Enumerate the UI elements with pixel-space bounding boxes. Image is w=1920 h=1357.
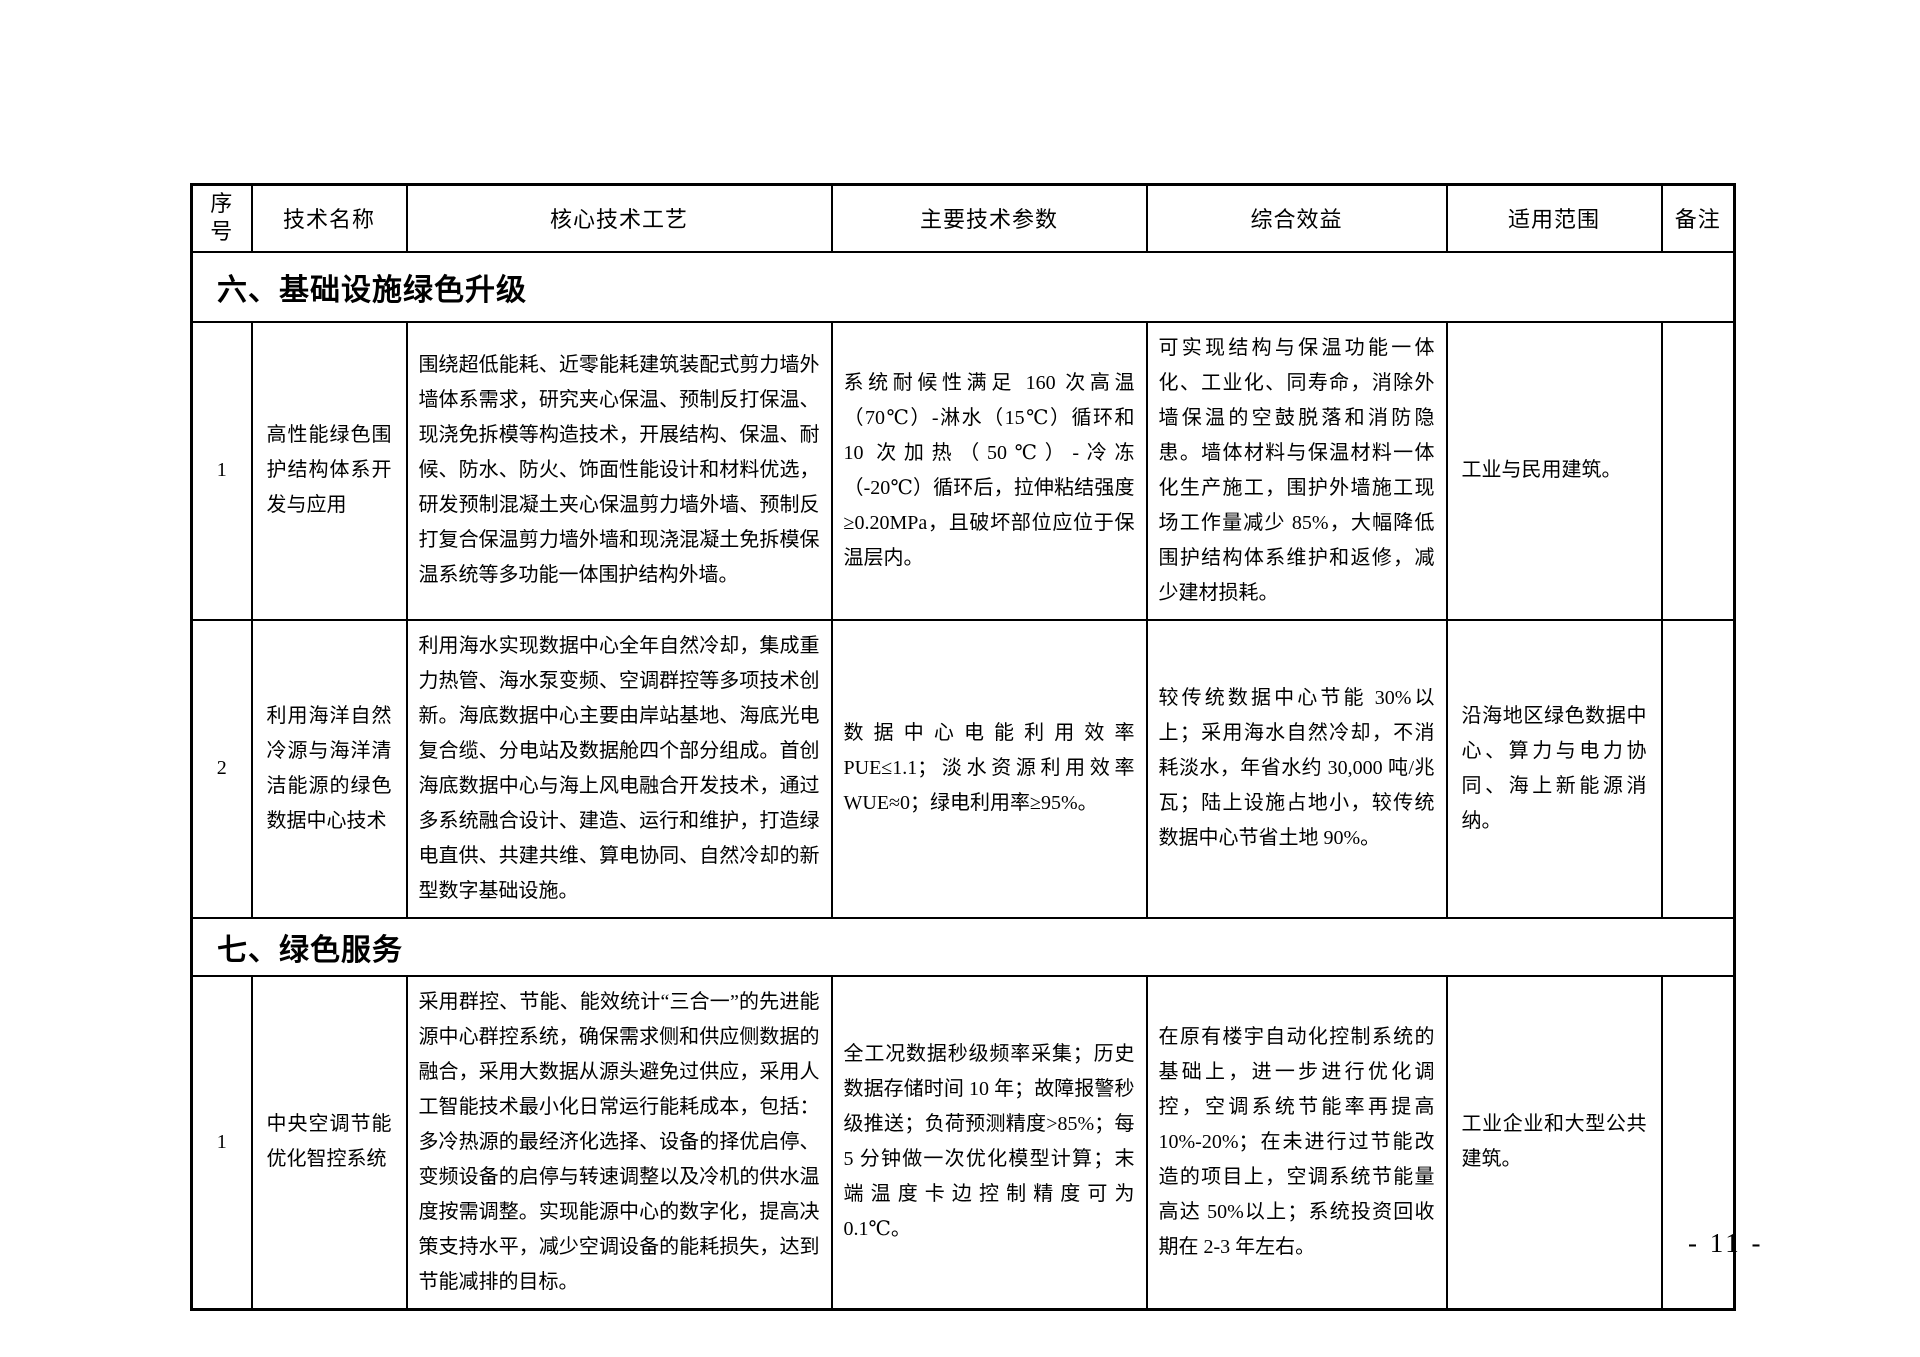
row-benefits: 较传统数据中心节能 30%以上；采用海水自然冷却，不消耗淡水，年省水约 30,0… [1145, 618, 1448, 919]
header-scope: 适用范围 [1445, 183, 1663, 253]
row-note [1660, 320, 1736, 621]
row-serial: 2 [190, 618, 253, 919]
row-tech-name: 利用海洋自然冷源与海洋清洁能源的绿色数据中心技术 [250, 618, 408, 919]
table-header-row: 序号 技术名称 核心技术工艺 主要技术参数 综合效益 适用范围 备注 [190, 183, 1736, 253]
row-tech-name: 中央空调节能优化智控系统 [250, 974, 408, 1310]
row-serial: 1 [190, 974, 253, 1310]
section-title-infrastructure: 六、基础设施绿色升级 [190, 250, 1736, 323]
header-note: 备注 [1660, 183, 1736, 253]
table-row: 2 利用海洋自然冷源与海洋清洁能源的绿色数据中心技术 利用海水实现数据中心全年自… [190, 618, 1736, 919]
header-core-process: 核心技术工艺 [405, 183, 833, 253]
row-serial: 1 [190, 320, 253, 621]
row-scope: 沿海地区绿色数据中心、算力与电力协同、海上新能源消纳。 [1445, 618, 1663, 919]
section-title-green-service: 七、绿色服务 [190, 916, 1736, 977]
row-note [1660, 618, 1736, 919]
row-main-params: 数据中心电能利用效率 PUE≤1.1；淡水资源利用效率 WUE≈0；绿电利用率≥… [830, 618, 1148, 919]
header-serial: 序号 [190, 183, 253, 253]
row-core-process: 利用海水实现数据中心全年自然冷却，集成重力热管、海水泵变频、空调群控等多项技术创… [405, 618, 833, 919]
row-benefits: 可实现结构与保温功能一体化、工业化、同寿命，消除外墙保温的空鼓脱落和消防隐患。墙… [1145, 320, 1448, 621]
row-scope: 工业与民用建筑。 [1445, 320, 1663, 621]
row-tech-name: 高性能绿色围护结构体系开发与应用 [250, 320, 408, 621]
row-benefits: 在原有楼宇自动化控制系统的基础上，进一步进行优化调控，空调系统节能率再提高 10… [1145, 974, 1448, 1310]
header-main-params: 主要技术参数 [830, 183, 1148, 253]
row-core-process: 围绕超低能耗、近零能耗建筑装配式剪力墙外墙体系需求，研究夹心保温、预制反打保温、… [405, 320, 833, 621]
table-row: 1 高性能绿色围护结构体系开发与应用 围绕超低能耗、近零能耗建筑装配式剪力墙外墙… [190, 320, 1736, 621]
row-core-process: 采用群控、节能、能效统计“三合一”的先进能源中心群控系统，确保需求侧和供应侧数据… [405, 974, 833, 1310]
section-title-row-6: 六、基础设施绿色升级 [190, 250, 1736, 323]
technology-table: 序号 技术名称 核心技术工艺 主要技术参数 综合效益 适用范围 备注 六、基础设… [190, 183, 1736, 1311]
table-row: 1 中央空调节能优化智控系统 采用群控、节能、能效统计“三合一”的先进能源中心群… [190, 974, 1736, 1310]
row-main-params: 系统耐候性满足 160 次高温（70℃）-淋水（15℃）循环和 10 次加热（5… [830, 320, 1148, 621]
row-note [1660, 974, 1736, 1310]
header-benefits: 综合效益 [1145, 183, 1448, 253]
header-tech-name: 技术名称 [250, 183, 408, 253]
page-number: - 11 - [1688, 1228, 1764, 1258]
row-main-params: 全工况数据秒级频率采集；历史数据存储时间 10 年；故障报警秒级推送；负荷预测精… [830, 974, 1148, 1310]
section-title-row-7: 七、绿色服务 [190, 916, 1736, 977]
row-scope: 工业企业和大型公共建筑。 [1445, 974, 1663, 1310]
